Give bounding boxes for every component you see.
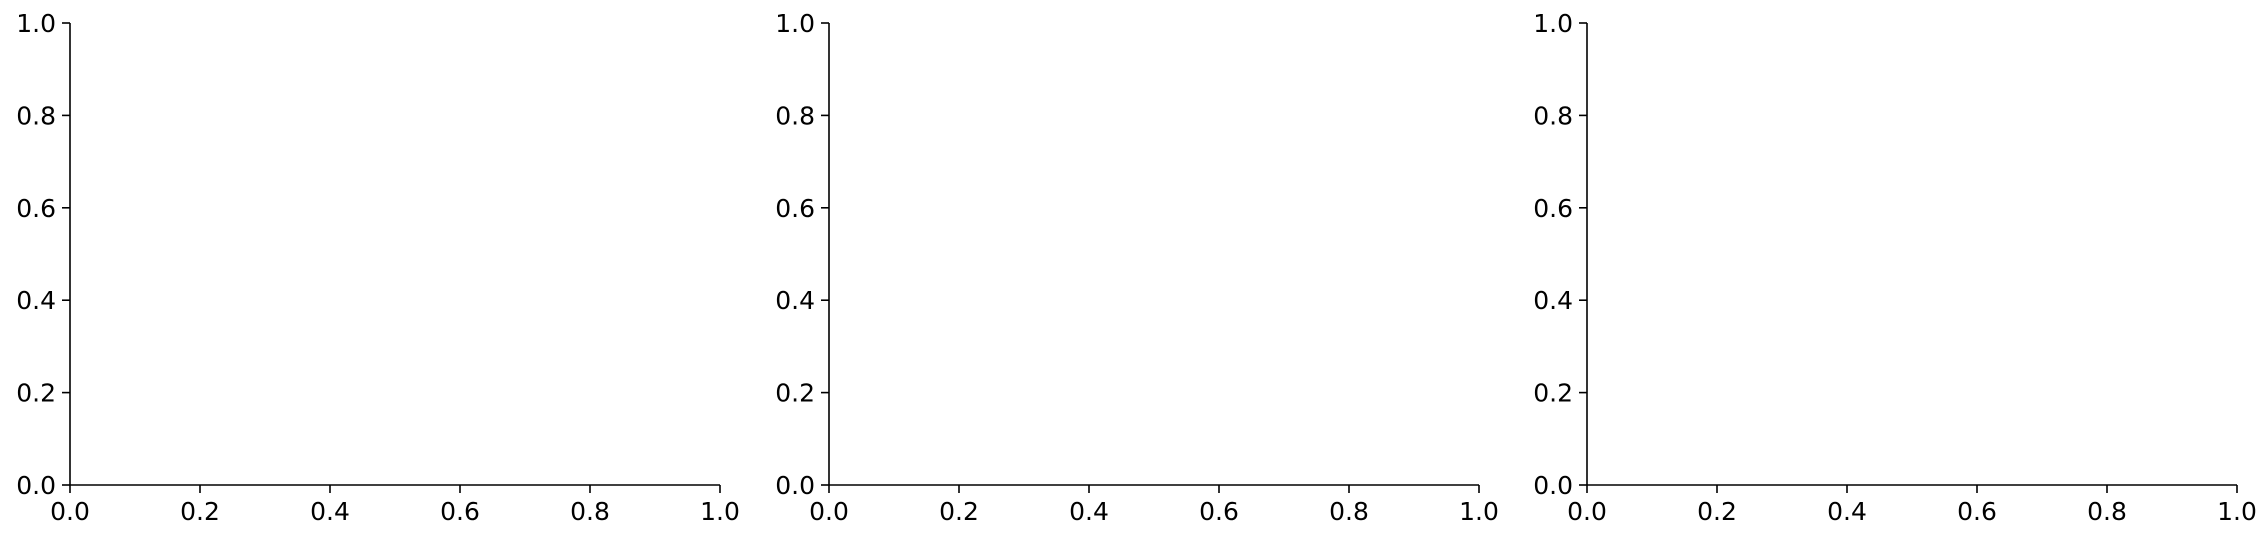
y-tick-label: 0.0 (1533, 471, 1573, 500)
x-tick-label: 0.2 (939, 497, 979, 526)
y-tick-label: 0.8 (775, 101, 815, 130)
y-tick-label: 0.8 (16, 101, 56, 130)
y-tick-label: 1.0 (16, 9, 56, 38)
y-tick-label: 1.0 (1533, 9, 1573, 38)
x-tick-label: 1.0 (700, 497, 740, 526)
x-tick-label: 0.4 (310, 497, 350, 526)
x-tick-label: 1.0 (1459, 497, 1499, 526)
subplot-3: 0.0 0.2 0.4 0.6 0.8 1.0 0.0 0.2 0.4 0.6 0.8 1.0 (1533, 9, 2257, 526)
x-tick-label: 0.0 (1567, 497, 1607, 526)
x-tick-label: 0.0 (50, 497, 90, 526)
x-tick-label: 0.6 (1957, 497, 1997, 526)
x-tick-label: 1.0 (2217, 497, 2257, 526)
y-tick-label: 0.6 (775, 194, 815, 223)
y-tick-label: 0.4 (775, 286, 815, 315)
x-tick-label: 0.6 (1199, 497, 1239, 526)
subplot-1: 0.0 0.2 0.4 0.6 0.8 1.0 0.0 0.2 0.4 0.6 0.8 1.0 (16, 9, 740, 526)
y-tick-label: 0.6 (1533, 194, 1573, 223)
x-tick-label: 0.0 (809, 497, 849, 526)
y-tick-label: 0.6 (16, 194, 56, 223)
y-tick-label: 0.4 (1533, 286, 1573, 315)
y-tick-label: 0.2 (1533, 379, 1573, 408)
x-tick-label: 0.2 (180, 497, 220, 526)
x-tick-label: 0.8 (2087, 497, 2127, 526)
y-tick-label: 0.0 (775, 471, 815, 500)
y-tick-label: 1.0 (775, 9, 815, 38)
y-tick-label: 0.0 (16, 471, 56, 500)
y-tick-label: 0.8 (1533, 101, 1573, 130)
x-tick-label: 0.4 (1827, 497, 1867, 526)
x-tick-label: 0.6 (440, 497, 480, 526)
x-tick-label: 0.8 (1329, 497, 1369, 526)
subplots: 0.0 0.2 0.4 0.6 0.8 1.00.00.20.40.60.81.00.0 0… (16, 9, 2257, 526)
x-tick-label: 0.2 (1697, 497, 1737, 526)
y-tick-label: 0.2 (775, 379, 815, 408)
x-tick-label: 0.8 (570, 497, 610, 526)
y-tick-label: 0.2 (16, 379, 56, 408)
subplot-2: 0.0 0.2 0.4 0.6 0.8 1.0 0.0 0.2 0.4 0.6 0.8 1.0 (775, 9, 1499, 526)
x-tick-label: 0.4 (1069, 497, 1109, 526)
y-tick-label: 0.4 (16, 286, 56, 315)
